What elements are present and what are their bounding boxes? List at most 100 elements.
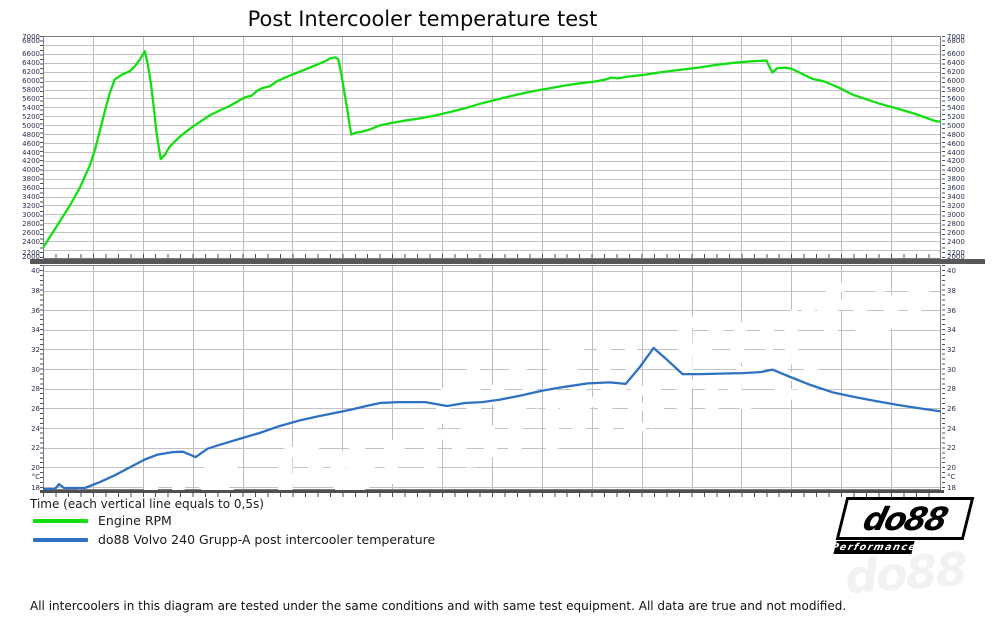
y-axis-label: 4200 xyxy=(22,157,40,166)
y-axis-label: 20 xyxy=(947,463,956,472)
y-axis-label: 6000 xyxy=(947,77,965,86)
rpm-axis-ticks-left xyxy=(40,36,43,259)
y-axis-label: 6200 xyxy=(947,68,965,77)
y-axis-label: 20 xyxy=(31,463,40,472)
time-axis-note: Time (each vertical line equals to 0,5s) xyxy=(30,497,264,511)
y-axis-label: 3000 xyxy=(947,210,965,219)
y-axis-label: 36 xyxy=(31,306,40,315)
page-title: Post Intercooler temperature test xyxy=(247,7,598,31)
y-axis-label: 5200 xyxy=(22,112,40,121)
y-axis-label: 34 xyxy=(947,326,956,335)
y-axis-label: 30 xyxy=(947,365,956,374)
y-axis-label: 24 xyxy=(947,424,956,433)
y-axis-label: 3800 xyxy=(947,175,965,184)
y-axis-label: 40 xyxy=(31,267,40,276)
y-axis-label: 5000 xyxy=(947,121,965,130)
legend: Engine RPM do88 Volvo 240 Grupp-A post i… xyxy=(33,511,435,549)
y-axis-label: 7000 xyxy=(947,33,965,41)
y-axis-label: 22 xyxy=(947,444,956,453)
legend-label-engine-rpm: Engine RPM xyxy=(98,513,172,528)
y-axis-label: 4800 xyxy=(22,130,40,139)
y-axis-label: 5800 xyxy=(22,86,40,94)
y-axis-label: 6400 xyxy=(22,59,40,68)
y-axis-label: 5400 xyxy=(22,103,40,112)
engine-rpm-line-swatch xyxy=(33,518,88,523)
y-axis-label: 4200 xyxy=(947,157,965,166)
y-axis-label: 7000 xyxy=(22,33,40,41)
y-axis-label: 6000 xyxy=(22,77,40,86)
y-axis-label: 3000 xyxy=(22,210,40,219)
y-axis-label: 5600 xyxy=(22,94,40,103)
y-axis-label: 3400 xyxy=(22,193,40,202)
y-axis-label: 4400 xyxy=(22,148,40,157)
y-axis-label: 4400 xyxy=(947,148,965,157)
time-axis-line xyxy=(40,490,944,493)
temp-axis-ticks-left xyxy=(40,265,43,490)
temperature-line xyxy=(43,346,941,490)
y-axis-label: 3600 xyxy=(947,184,965,193)
y-axis-label: °C xyxy=(31,473,40,482)
legend-label-temperature: do88 Volvo 240 Grupp-A post intercooler … xyxy=(98,532,436,547)
y-axis-label: 3400 xyxy=(947,193,965,202)
grid xyxy=(43,265,941,490)
y-axis-label: 28 xyxy=(31,385,40,394)
y-axis-label: 2800 xyxy=(22,219,40,228)
y-axis-label: 2400 xyxy=(22,237,40,246)
legend-row-engine-rpm: Engine RPM xyxy=(33,511,435,530)
y-axis-label: 30 xyxy=(31,365,40,374)
y-axis-label: 6400 xyxy=(947,59,965,68)
y-axis-label: 24 xyxy=(31,424,40,433)
y-axis-label: 5600 xyxy=(947,94,965,103)
y-axis-label: 34 xyxy=(31,326,40,335)
y-axis-label: 18 xyxy=(31,483,40,492)
y-axis-label: 26 xyxy=(31,404,40,413)
y-axis-label: 22 xyxy=(31,444,40,453)
y-axis-label: 6800 xyxy=(947,37,965,45)
y-axis-label: 3200 xyxy=(947,202,965,210)
grid xyxy=(43,36,941,259)
y-axis-label: 6600 xyxy=(22,50,40,59)
y-axis-label: 40 xyxy=(947,267,956,276)
y-axis-label: 32 xyxy=(947,346,956,354)
y-axis-label: 5200 xyxy=(947,112,965,121)
y-axis-label: 6200 xyxy=(22,68,40,77)
y-axis-label: 2400 xyxy=(947,237,965,246)
engine-rpm-chart xyxy=(43,36,941,259)
y-axis-label: 2000 xyxy=(22,253,40,261)
y-axis-label: 2600 xyxy=(947,228,965,237)
y-axis-label: °C xyxy=(947,473,956,482)
do88-logo-text: do88 xyxy=(859,499,951,538)
y-axis-label: 4600 xyxy=(947,139,965,148)
y-axis-label: 4000 xyxy=(22,166,40,175)
y-axis-label: 2200 xyxy=(22,249,40,257)
y-axis-label: 2200 xyxy=(947,249,965,257)
y-axis-label: 38 xyxy=(947,287,956,295)
y-axis-label: 3800 xyxy=(22,175,40,184)
y-axis-label: 2800 xyxy=(947,219,965,228)
do88-ghost-watermark: do88 xyxy=(843,541,968,605)
y-axis-label: 38 xyxy=(31,287,40,295)
y-axis-label: 32 xyxy=(31,346,40,354)
temperature-chart: do88 Performance do88 Performance xyxy=(43,265,941,490)
y-axis-label: 18 xyxy=(947,483,956,492)
time-axis-ticks xyxy=(43,493,941,497)
y-axis-label: 4800 xyxy=(947,130,965,139)
rpm-chart-x-ticks xyxy=(43,254,941,258)
y-axis-label: 4600 xyxy=(22,139,40,148)
do88-logo-box: do88 xyxy=(835,497,975,540)
y-axis-label: 2000 xyxy=(947,253,965,261)
rpm-axis-ticks-right xyxy=(942,36,945,259)
temperature-line-swatch xyxy=(33,537,88,542)
y-axis-label: 5400 xyxy=(947,103,965,112)
y-axis-label: 3600 xyxy=(22,184,40,193)
y-axis-label: 5000 xyxy=(22,121,40,130)
y-axis-label: 4000 xyxy=(947,166,965,175)
y-axis-label: 26 xyxy=(947,404,956,413)
y-axis-label: 6800 xyxy=(22,37,40,45)
footer-disclaimer: All intercoolers in this diagram are tes… xyxy=(30,599,847,613)
y-axis-label: 36 xyxy=(947,306,956,315)
y-axis-label: 6600 xyxy=(947,50,965,59)
legend-row-temperature: do88 Volvo 240 Grupp-A post intercooler … xyxy=(33,530,435,549)
temp-axis-ticks-right xyxy=(942,265,945,490)
